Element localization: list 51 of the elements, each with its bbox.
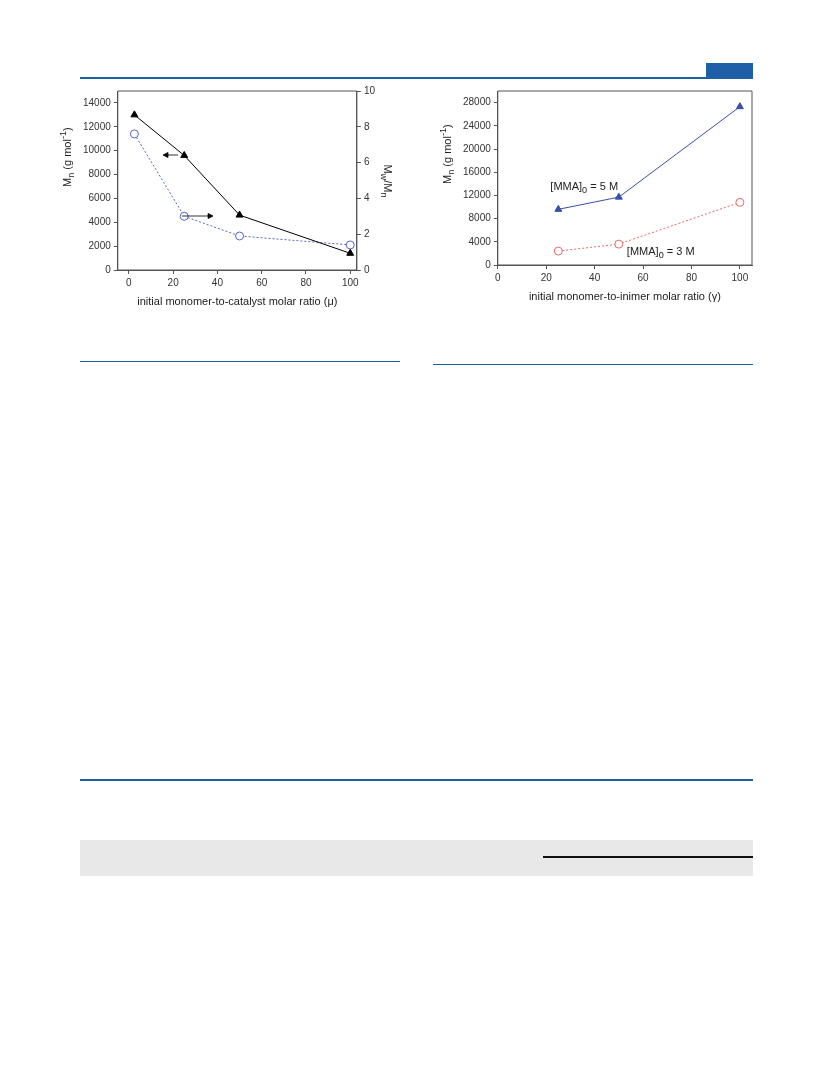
y2-tick-label: 6 [363,156,370,168]
y-tick-label: 10000 [83,144,112,156]
y-tick-label: 12000 [83,120,112,132]
y-tick-label: 28000 [463,96,492,108]
y-tick-label: 0 [105,263,112,275]
x-tick-label: 0 [126,276,133,288]
y2-tick-label: 4 [363,192,370,204]
series-label: [MMA]$_{0}$ = 3 M [626,245,695,261]
y-tick-label: 8000 [468,212,492,224]
x-axis-title: initial monomer-to-inimer molar ratio (γ) [528,290,721,302]
x-tick-label: 20 [540,271,553,283]
x-tick-label: 60 [637,271,650,283]
point [180,150,189,158]
series-label: [MMA]$_{0}$ = 5 M [550,180,619,196]
y2-tick-label: 0 [363,263,370,275]
y2-tick-label: 8 [363,120,370,132]
y-tick-label: 24000 [463,119,492,131]
point [346,248,355,256]
x-tick-label: 80 [300,276,312,288]
x-axis-title: initial monomer-to-catalyst molar ratio (μ) [137,295,338,307]
x-tick-label: 100 [731,271,749,283]
point [614,239,624,249]
point [345,240,355,250]
y-tick-label: 0 [485,258,492,270]
point [554,204,563,212]
x-tick-label: 20 [167,276,180,288]
x-tick-label: 60 [256,276,268,288]
y-tick-label: 16000 [463,165,492,177]
point [235,210,244,218]
y2-tick-label: 10 [363,84,376,96]
y-tick-label: 12000 [463,189,492,201]
y-tick-label: 4000 [88,216,112,228]
y-tick-label: 4000 [468,235,492,247]
point [129,129,139,139]
x-tick-label: 40 [211,276,224,288]
x-tick-label: 0 [495,271,502,283]
point [235,231,245,241]
x-tick-label: 100 [341,276,360,288]
x-tick-label: 80 [685,271,698,283]
y2-tick-label: 2 [363,227,370,239]
y-tick-label: 20000 [463,142,492,154]
point [735,102,744,110]
point [130,110,139,118]
point [735,197,745,207]
y-tick-label: 14000 [83,96,112,108]
y-tick-label: 6000 [88,192,112,204]
y-tick-label: 8000 [88,168,112,180]
point [553,246,563,256]
y-tick-label: 2000 [88,239,112,251]
x-tick-label: 40 [589,271,601,283]
point [614,192,623,200]
